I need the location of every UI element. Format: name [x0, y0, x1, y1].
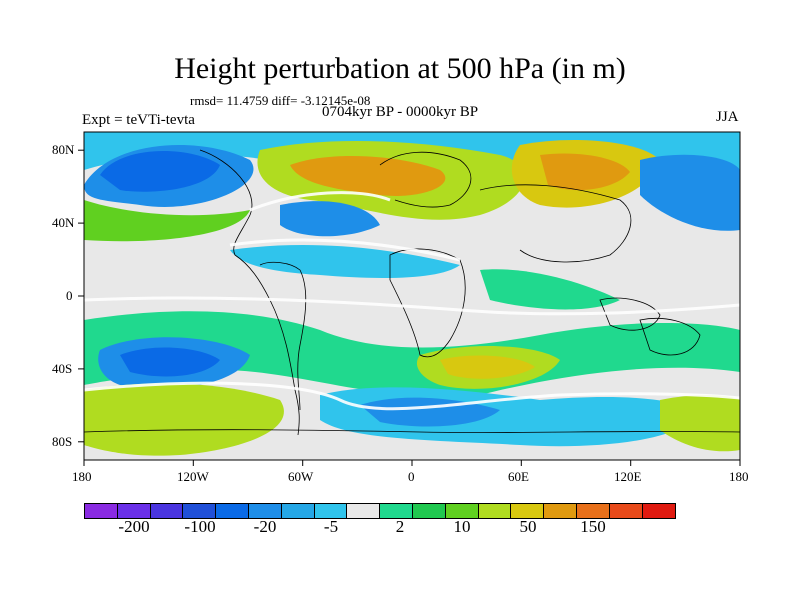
lon-label-120w: 120W	[177, 469, 209, 484]
colorbar-label: -20	[253, 517, 277, 536]
colorbar-label: 150	[580, 517, 606, 536]
contour-south-green-band	[84, 311, 740, 397]
experiment-label: Expt = teVTi-tevta	[82, 112, 195, 128]
colorbar-swatch	[281, 504, 315, 518]
lon-label-60e: 60E	[508, 469, 529, 484]
colorbar	[84, 503, 677, 519]
colorbar-swatch	[544, 504, 577, 518]
colorbar-swatch	[511, 504, 545, 518]
contour-south-green-east	[660, 395, 740, 452]
contour-tropics-green	[480, 269, 620, 310]
contour-south-orange-atlantic	[440, 355, 535, 379]
colorbar-swatch	[609, 504, 643, 518]
colorbar-swatch	[576, 504, 610, 518]
colorbar-label: -100	[184, 517, 216, 536]
lon-label-0: 0	[408, 469, 415, 484]
lon-label-60w: 60W	[288, 469, 314, 484]
colorbar-label: 50	[519, 517, 537, 536]
lon-label-180w: 180	[72, 469, 92, 484]
contour-south-green-yellow	[84, 383, 284, 456]
season-label: JJA	[716, 109, 739, 125]
colorbar-swatch	[183, 504, 217, 518]
contour-north-atlantic-blue	[280, 201, 380, 237]
lat-label-80s: 80S	[52, 434, 73, 449]
colorbar-swatch	[642, 504, 676, 518]
contour-midlat-green-west	[84, 200, 250, 242]
contour-north-darkblue-west	[100, 151, 220, 192]
axis-ticks	[78, 149, 741, 466]
contour-north-blue-east	[640, 154, 740, 231]
contour-south-darkblue-west	[120, 347, 220, 377]
colorbar-swatch	[347, 504, 381, 518]
colorbar-label: -200	[118, 517, 150, 536]
colorbar-swatch	[478, 504, 512, 518]
colorbar-label: 10	[453, 517, 471, 536]
colorbar-swatch	[216, 504, 249, 518]
rmsd-stats: rmsd= 11.4759 diff= -3.12145e-08	[190, 93, 371, 108]
lat-label-80n: 80N	[52, 142, 75, 157]
lat-label-0: 0	[66, 288, 73, 303]
colorbar-swatch	[445, 504, 479, 518]
colorbar-swatch	[248, 504, 282, 518]
colorbar-swatch	[380, 504, 413, 518]
colorbar-swatch	[150, 504, 184, 518]
colorbar-swatch	[117, 504, 151, 518]
lat-label-40s: 40S	[52, 361, 73, 376]
contour-north-orange-core	[290, 155, 446, 196]
colorbar-label: -5	[323, 517, 339, 536]
map-title: Height perturbation at 500 hPa (in m)	[174, 52, 626, 85]
colorbar-swatch	[85, 504, 118, 518]
period-label: 0704kyr BP - 0000kyr BP	[322, 104, 479, 120]
lon-label-120e: 120E	[614, 469, 642, 484]
colorbar-swatch	[314, 504, 348, 518]
zero-contour-lines	[84, 191, 740, 411]
lon-label-180e: 180	[729, 469, 749, 484]
contour-tropics-blue	[230, 245, 460, 278]
colorbar-label: 2	[395, 517, 405, 536]
colorbar-swatch	[412, 504, 446, 518]
lat-label-40n: 40N	[52, 215, 75, 230]
coastlines	[84, 149, 740, 436]
contour-north-orange-east	[540, 153, 630, 191]
